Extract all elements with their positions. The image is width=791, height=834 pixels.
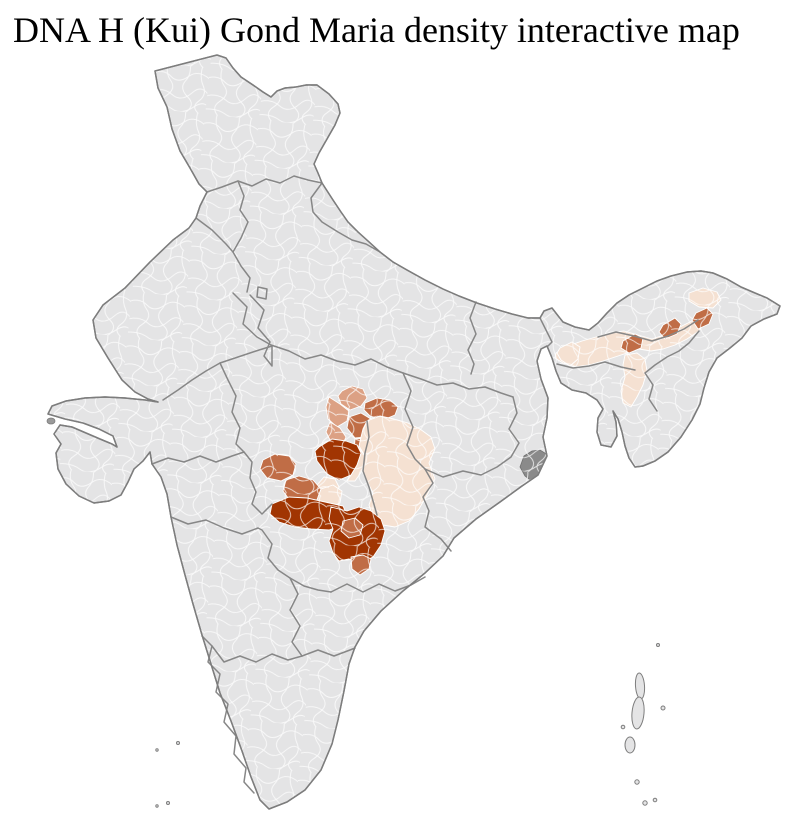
island[interactable] xyxy=(642,800,648,806)
islands[interactable] xyxy=(46,417,666,808)
page-title: DNA H (Kui) Gond Maria density interacti… xyxy=(13,10,740,50)
island[interactable] xyxy=(634,672,646,700)
island[interactable] xyxy=(166,801,170,805)
island[interactable] xyxy=(634,779,640,785)
island[interactable] xyxy=(624,736,636,754)
island[interactable] xyxy=(176,741,180,745)
island[interactable] xyxy=(155,804,159,808)
island[interactable] xyxy=(155,748,159,752)
island[interactable] xyxy=(656,643,660,647)
island[interactable] xyxy=(631,696,646,730)
island[interactable] xyxy=(660,705,666,711)
island[interactable] xyxy=(620,724,626,730)
state-borders xyxy=(151,175,700,794)
island[interactable] xyxy=(46,417,56,425)
island[interactable] xyxy=(652,797,658,803)
